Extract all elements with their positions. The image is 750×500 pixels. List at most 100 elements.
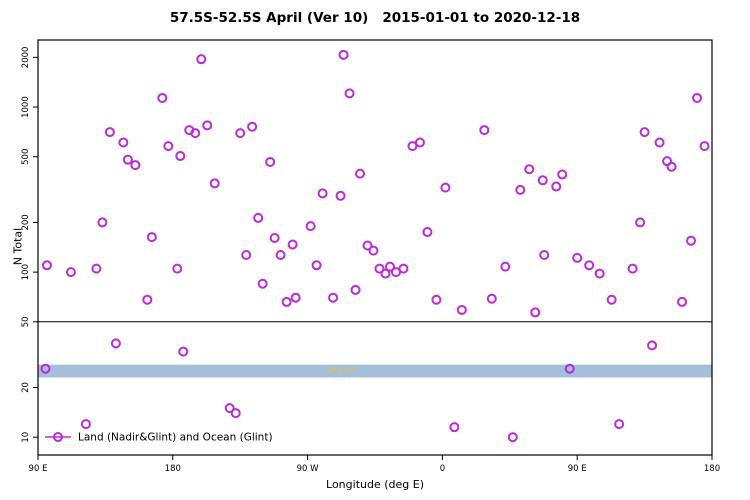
data-point <box>584 260 595 271</box>
data-point <box>647 340 658 351</box>
data-point <box>104 127 115 138</box>
data-point <box>287 239 298 250</box>
data-point <box>537 175 548 186</box>
data-point <box>515 184 526 195</box>
data-point <box>572 252 583 263</box>
orange-data-point <box>344 368 349 372</box>
y-axis-label: N Total <box>11 227 25 266</box>
data-point <box>614 419 625 430</box>
legend-marker <box>53 432 63 442</box>
data-point <box>80 419 91 430</box>
y-tick-label: 10 <box>21 432 31 443</box>
data-point <box>524 164 535 175</box>
y-tick-label: 100 <box>21 264 31 280</box>
data-point <box>449 422 460 433</box>
data-point <box>241 249 252 260</box>
highlight-band <box>38 364 712 378</box>
data-point <box>627 263 638 274</box>
x-tick-label: 90 E <box>29 464 48 474</box>
data-point <box>142 294 153 305</box>
data-point <box>257 278 268 289</box>
data-point <box>407 141 418 152</box>
data-point <box>414 137 425 148</box>
data-point <box>235 128 246 139</box>
data-point <box>130 160 141 171</box>
orange-data-point <box>337 369 341 374</box>
data-point <box>594 268 605 279</box>
data-point <box>338 49 349 60</box>
data-point <box>41 260 52 271</box>
data-point <box>654 137 665 148</box>
data-point <box>530 307 541 318</box>
y-tick-label: 50 <box>21 316 31 327</box>
orange-data-point <box>350 367 355 371</box>
plot-border <box>37 39 713 456</box>
data-point <box>172 263 183 274</box>
data-point <box>639 127 650 138</box>
data-point <box>290 292 301 303</box>
data-point <box>539 249 550 260</box>
data-point <box>677 296 688 307</box>
data-point <box>157 92 168 103</box>
data-point <box>606 294 617 305</box>
y-tick-label: 2000 <box>21 47 31 69</box>
x-tick-label: 180 <box>165 464 181 474</box>
data-point <box>431 294 442 305</box>
chart-title: 57.5S-52.5S April (Ver 10) 2015-01-01 to… <box>169 10 581 26</box>
data-point <box>686 235 697 246</box>
data-point <box>317 188 328 199</box>
data-point <box>350 284 361 295</box>
data-point <box>398 263 409 274</box>
data-point <box>178 346 189 357</box>
data-point <box>355 168 366 179</box>
data-point <box>196 54 207 65</box>
data-point <box>146 232 157 243</box>
data-point <box>335 190 346 201</box>
data-point <box>486 293 497 304</box>
data-point <box>175 151 186 162</box>
data-point <box>635 217 646 228</box>
data-point <box>551 181 562 192</box>
data-point <box>666 161 677 172</box>
data-point <box>265 156 276 167</box>
data-point <box>65 267 76 278</box>
data-point <box>374 263 385 274</box>
data-point <box>122 154 133 165</box>
orange-data-point <box>332 367 337 371</box>
data-point <box>692 92 703 103</box>
data-point <box>110 338 121 349</box>
x-axis-label: Longitude (deg E) <box>326 478 424 491</box>
data-point <box>507 432 518 443</box>
data-point <box>564 363 575 374</box>
x-tick-label: 90 W <box>297 464 320 474</box>
data-point <box>281 296 292 307</box>
data-point <box>362 240 373 251</box>
data-point <box>190 128 201 139</box>
data-point <box>384 261 395 272</box>
data-point <box>163 141 174 152</box>
orange-data-point <box>328 369 332 374</box>
data-point <box>479 125 490 136</box>
data-point <box>202 120 213 131</box>
x-tick-label: 90 E <box>568 464 587 474</box>
data-point <box>305 221 316 232</box>
data-point <box>328 292 339 303</box>
data-point <box>368 245 379 256</box>
x-tick-label: 0 <box>440 464 445 474</box>
legend-label: Land (Nadir&Glint) and Ocean (Glint) <box>78 432 273 444</box>
y-tick-label: 20 <box>21 382 31 393</box>
data-point <box>275 249 286 260</box>
y-tick-label: 200 <box>21 214 31 230</box>
data-point <box>91 263 102 274</box>
data-point <box>224 403 235 414</box>
data-point <box>209 178 220 189</box>
data-point <box>118 137 129 148</box>
data-point <box>247 121 258 132</box>
data-point <box>422 227 433 238</box>
data-point <box>440 182 451 193</box>
y-tick-label: 1000 <box>21 96 31 118</box>
data-point <box>380 268 391 279</box>
data-point <box>557 169 568 180</box>
